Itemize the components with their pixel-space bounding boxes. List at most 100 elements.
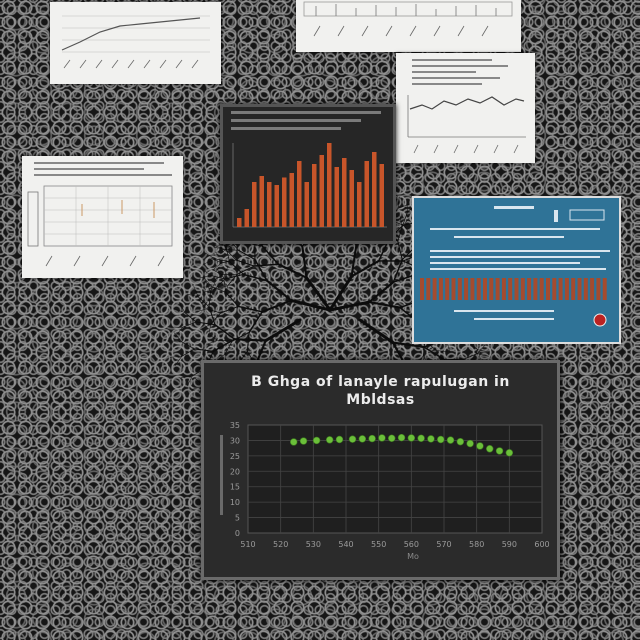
dark-screen-bar (357, 182, 362, 227)
blue-screen-bar (533, 278, 538, 300)
x-tick-label: 530 (306, 540, 321, 549)
blue-screen-bar (571, 278, 576, 300)
data-point (505, 449, 514, 457)
y-tick-label: 15 (230, 483, 240, 492)
x-tick-label: 550 (371, 540, 386, 549)
x-tick-label: 520 (273, 540, 288, 549)
paper-chart-top-center (296, 0, 521, 52)
data-point (417, 434, 425, 442)
blue-screen-bar (546, 278, 550, 300)
blue-screen-bar (464, 278, 469, 300)
dark-screen-chart-graphic (231, 111, 387, 228)
blue-screen-bar (483, 278, 487, 300)
blue-screen-bar (489, 278, 494, 300)
dark-screen-bar (364, 161, 369, 227)
dark-screen-bar (282, 177, 287, 227)
data-point (325, 436, 334, 444)
dark-screen-bar (237, 218, 242, 227)
blue-screen-chart-graphic (420, 206, 610, 327)
data-point (299, 437, 308, 445)
paper-chart-graphic (407, 59, 526, 154)
blue-screen-bar (420, 278, 424, 300)
data-point (397, 433, 406, 442)
blue-screen-bar (495, 278, 500, 300)
data-point (476, 442, 484, 450)
dark-screen-bar (259, 176, 264, 227)
blue-screen-bar (426, 278, 431, 300)
y-axis-label (220, 435, 223, 515)
x-tick-label: 510 (240, 540, 255, 549)
data-point (456, 437, 465, 446)
y-tick-label: 25 (230, 452, 240, 461)
data-point (486, 445, 494, 453)
dark-screen-bar (274, 185, 279, 227)
blue-screen-bar (527, 278, 532, 300)
y-tick-label: 5 (235, 514, 240, 523)
dark-screen-bar (342, 158, 347, 227)
dark-screen-bar (244, 209, 249, 227)
x-tick-label: 560 (404, 540, 419, 549)
dark-screen-bar (304, 182, 309, 227)
chart-title: B Ghga of lanayle rapulugan in Mbldsas (204, 373, 557, 409)
paper-line-chart-right (396, 53, 535, 163)
data-point (368, 434, 376, 443)
blue-screen-bar (539, 278, 544, 300)
chart-title-line-2: Mbldsas (346, 392, 415, 408)
x-tick-label: 540 (338, 540, 353, 549)
dark-screen-bar-chart (220, 104, 396, 244)
blue-screen-bar (558, 278, 563, 300)
paper-chart-graphic (303, 1, 513, 37)
paper-line-chart-top-left (50, 2, 221, 84)
blue-screen-bar (602, 278, 607, 300)
dark-screen-bar (372, 152, 377, 227)
y-tick-label: 0 (235, 529, 240, 538)
data-point (312, 436, 321, 445)
data-point (495, 447, 504, 455)
data-point (358, 435, 367, 443)
blue-screen-bar (457, 278, 462, 300)
main-scatter-chart: B Ghga of lanayle rapulugan in Mbldsas 3… (201, 360, 560, 580)
paper-chart-graphic (61, 15, 210, 69)
paper-chart-graphic (27, 162, 173, 267)
blue-screen-bar (552, 278, 557, 300)
x-tick-label: 590 (502, 540, 517, 549)
dark-screen-bar (327, 143, 332, 227)
blue-screen-bar-chart (412, 196, 621, 344)
blue-screen-bar (520, 278, 525, 300)
dark-screen-bar (379, 164, 384, 227)
paper-grid-chart-left (22, 156, 183, 278)
blue-screen-bar (501, 278, 506, 300)
x-tick-label: 580 (469, 540, 484, 549)
data-point (427, 435, 435, 443)
y-tick-label: 10 (230, 498, 240, 507)
blue-screen-bar (451, 278, 456, 300)
dark-screen-bar (312, 164, 317, 227)
blue-screen-bar (438, 278, 443, 300)
x-tick-label: 600 (534, 540, 549, 549)
y-tick-label: 20 (230, 467, 240, 476)
dark-screen-bar (289, 173, 294, 227)
chart-title-line-1: B Ghga of lanayle rapulugan in (251, 374, 510, 390)
x-tick-label: 570 (436, 540, 451, 549)
data-point (348, 435, 357, 443)
y-tick-label: 30 (230, 436, 240, 445)
data-point (446, 436, 455, 444)
blue-screen-bar (583, 278, 588, 300)
data-point (407, 434, 416, 442)
blue-screen-bar (508, 278, 513, 300)
dark-screen-bar (349, 170, 354, 227)
data-point (378, 434, 386, 442)
blue-screen-bar (470, 278, 475, 300)
dark-screen-bar (267, 182, 272, 227)
blue-screen-bar (432, 278, 437, 300)
blue-screen-bar (445, 278, 450, 300)
blue-screen-bar (476, 278, 481, 300)
data-point (290, 438, 298, 446)
data-point (437, 435, 445, 444)
dark-screen-bar (297, 161, 302, 227)
data-point (388, 434, 396, 442)
x-axis-label: Mo (407, 552, 419, 561)
blue-screen-bar (564, 278, 569, 300)
blue-screen-bar (596, 278, 601, 300)
